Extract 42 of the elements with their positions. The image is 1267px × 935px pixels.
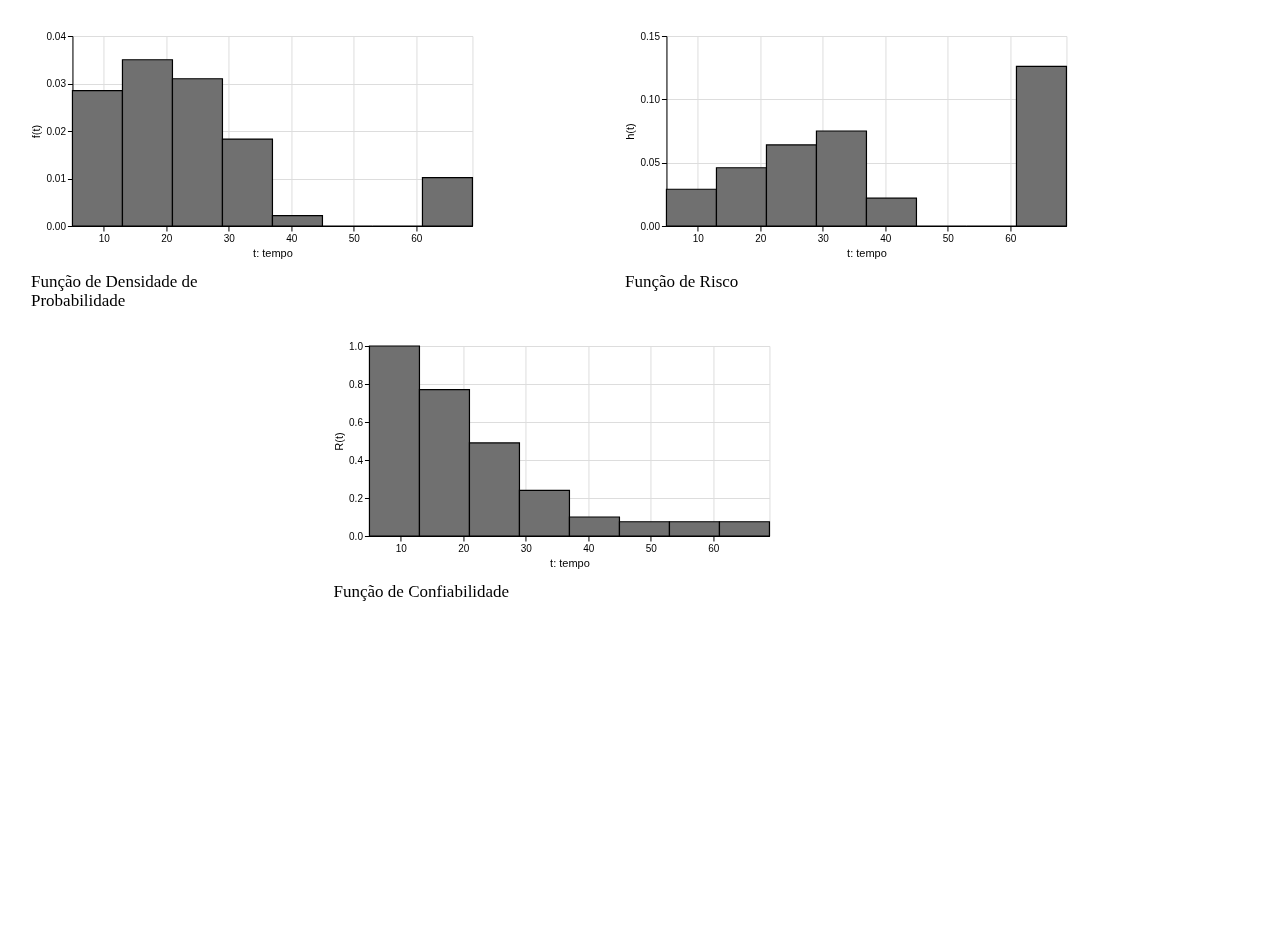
- x-tick-label: 40: [583, 542, 595, 554]
- y-tick-label: 0.02: [46, 125, 67, 137]
- x-tick-label: 20: [755, 232, 767, 244]
- x-tick-label: 30: [520, 542, 533, 554]
- y-tick-label: 0.01: [46, 173, 67, 184]
- y-tick-label: 0.00: [46, 220, 67, 232]
- x-axis-title: t: tempo: [847, 246, 887, 259]
- x-axis-title: t: tempo: [253, 246, 293, 259]
- x-tick-label: 50: [348, 232, 361, 244]
- y-axis-title: h(t): [624, 123, 637, 140]
- y-tick-label: 0.15: [640, 30, 661, 42]
- x-tick-label: 10: [395, 542, 408, 554]
- y-tick-label: 0.0: [349, 530, 364, 542]
- y-axis-title: R(t): [333, 432, 346, 451]
- y-tick-label: 0.00: [640, 220, 661, 232]
- x-tick-label: 20: [458, 542, 470, 554]
- y-tick-label: 0.05: [640, 157, 661, 169]
- y-tick-label: 0.6: [349, 416, 364, 428]
- y-tick-label: 1.0: [349, 340, 364, 352]
- x-axis-title: t: tempo: [550, 556, 590, 569]
- x-tick-label: 40: [880, 232, 892, 244]
- x-tick-label: 30: [817, 232, 830, 244]
- x-tick-label: 10: [692, 232, 705, 244]
- x-tick-label: 40: [286, 232, 298, 244]
- y-tick-label: 0.03: [46, 78, 67, 89]
- x-tick-label: 10: [98, 232, 111, 244]
- x-tick-label: 60: [411, 232, 423, 244]
- x-tick-label: 60: [1005, 232, 1017, 244]
- y-tick-label: 0.2: [349, 492, 364, 504]
- x-tick-label: 50: [645, 542, 658, 554]
- y-tick-label: 0.8: [349, 378, 364, 390]
- text: Função de Densidade de Probabilidade: [30, 272, 198, 310]
- x-tick-label: 20: [161, 232, 173, 244]
- y-axis-title: f(t): [30, 124, 43, 139]
- y-tick-label: 0.4: [349, 454, 364, 466]
- y-tick-label: 0.10: [640, 93, 661, 105]
- x-tick-label: 50: [942, 232, 955, 244]
- x-tick-label: 60: [708, 542, 720, 554]
- x-tick-label: 30: [223, 232, 236, 244]
- text: Função de Risco: [624, 272, 739, 291]
- y-tick-label: 0.04: [46, 30, 67, 42]
- text: Função de Confiabilidade: [333, 582, 510, 601]
